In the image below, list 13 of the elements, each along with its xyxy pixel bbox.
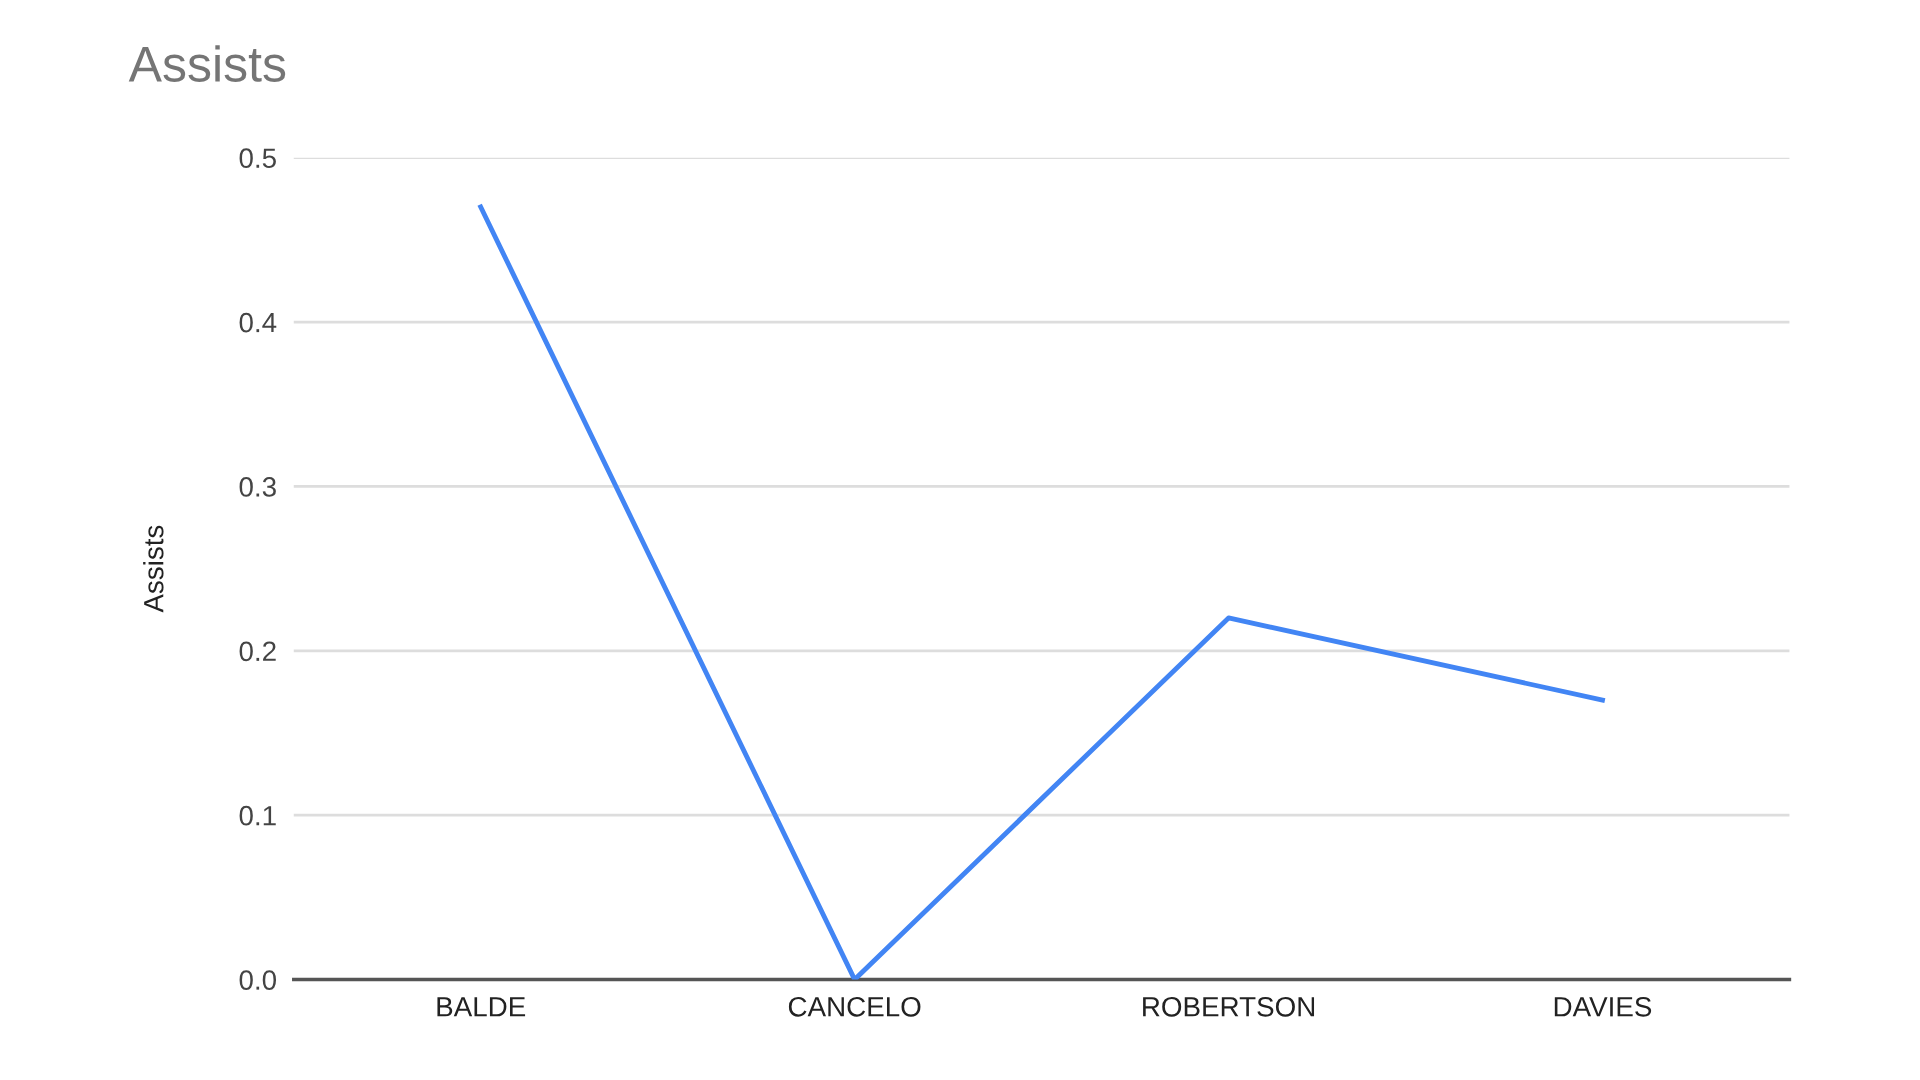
y-tick-label: 0.0: [239, 970, 277, 990]
chart-title: Assists: [128, 45, 286, 82]
x-tick-label: DAVIES: [1554, 996, 1652, 1017]
x-tick-label: BALDE: [437, 997, 526, 1017]
y-axis-title: Assists: [143, 525, 164, 613]
x-tick-label: ROBERTSON: [1143, 996, 1315, 1017]
y-tick-label: 0.5: [239, 148, 276, 169]
line-series: [478, 204, 1605, 980]
y-tick-label: 0.2: [239, 641, 276, 662]
y-tick-label: 0.4: [239, 312, 277, 333]
x-tick-label: CANCELO: [788, 996, 921, 1017]
y-tick-label: 0.1: [239, 805, 276, 826]
y-tick-label: 0.3: [239, 477, 276, 497]
